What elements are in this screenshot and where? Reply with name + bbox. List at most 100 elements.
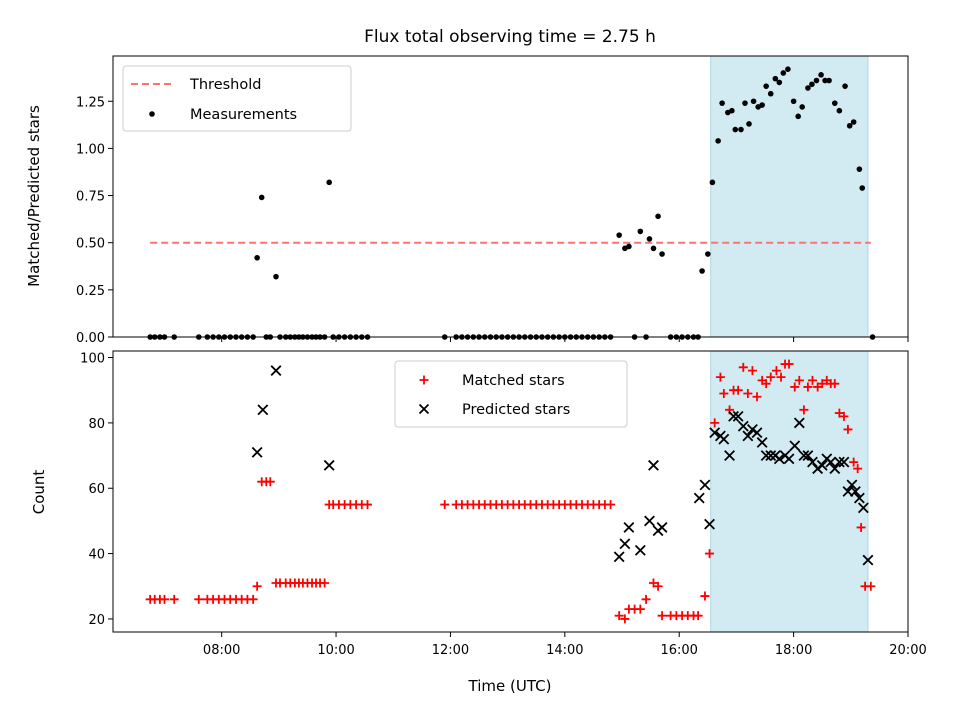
measurement-point [799,104,805,110]
matched-stars-point [830,379,840,389]
matched-stars-point [614,611,624,621]
measurement-point [709,179,716,186]
predicted-stars-point [812,463,824,475]
measurement-point [790,98,797,105]
predicted-stars-point [732,410,744,422]
measurement-point [719,100,725,106]
predicted-stars-point [613,551,625,563]
measurement-point [846,122,853,129]
legend-predicted-label: Predicted stars [462,402,570,418]
predicted-stars-point [257,404,269,416]
matched-stars-point [743,388,753,398]
top-y-axis-label: Matched/Predicted stars [25,105,43,287]
predicted-stars-point [789,440,801,452]
predicted-stars-point [623,522,635,533]
predicted-stars-point [251,446,263,458]
predicted-stars-point [704,518,715,530]
chart-title: Flux total observing time = 2.75 h [364,27,656,47]
predicted-stars-point [853,492,865,504]
y-tick-label: 0.25 [76,284,105,299]
predicted-stars-point [644,515,655,527]
predicted-stars-point [737,420,749,432]
predicted-stars-point [849,486,861,497]
measurement-point [258,194,265,201]
matched-stars-point [641,594,651,604]
legend-measurements-label: Measurements [190,107,297,123]
measurement-point [746,121,752,127]
matched-stars-point [761,379,771,389]
matched-stars-point [606,500,616,510]
matched-stars-point [440,500,450,510]
legend-matched-swatch [419,375,429,385]
legend-threshold-label: Threshold [189,77,261,93]
predicted-stars-point [709,427,721,439]
matched-stars-point [799,405,809,415]
matched-stars-point [813,382,823,392]
legend-predicted-swatch [418,403,430,415]
measurement-point [776,79,783,86]
predicted-stars-point [323,459,335,471]
predicted-stars-point [756,437,768,448]
legend-measurements-swatch [149,111,155,117]
y-tick-label: 0.50 [76,237,105,252]
measurement-point [850,119,857,125]
x-tick-label: 10:00 [317,643,354,658]
matched-stars-point [252,581,262,591]
predicted-stars-point [829,463,841,475]
matched-stars-point [159,594,169,604]
matched-stars-point [715,372,725,382]
shaded-observing-window [710,56,868,337]
matched-stars-point [784,359,794,369]
matched-stars-point [843,424,853,434]
predicted-stars-point [793,417,805,429]
x-tick-label: 08:00 [203,643,240,658]
measurement-point [842,83,848,89]
measurement-point [729,107,735,114]
measurement-point [738,126,744,133]
measurement-point [831,100,838,106]
predicted-stars-point [838,456,850,468]
measurement-point [859,185,866,191]
predicted-stars-point [846,479,858,491]
measurement-point [750,98,757,105]
predicted-stars-point [270,365,282,377]
matched-stars-point [834,408,844,418]
predicted-stars-point [751,427,763,439]
measurement-point [836,107,843,114]
axes-frame [112,55,909,338]
matched-stars-point [635,604,645,614]
measurement-point [637,228,644,235]
predicted-stars-point [773,453,785,465]
predicted-stars-point [825,456,837,468]
y-tick-label: 60 [88,482,105,497]
measurement-point [767,90,774,97]
matched-stars-point [790,382,800,392]
matched-stars-point [194,594,204,604]
y-tick-label: 1.25 [76,95,105,110]
predicted-stars-point [783,453,795,465]
matched-stars-point [719,388,729,398]
x-tick-label: 16:00 [660,643,697,658]
matched-stars-point [849,457,859,467]
predicted-stars-point [718,433,730,445]
matched-stars-point [752,392,762,402]
matched-stars-point [866,581,876,591]
predicted-stars-point [802,450,814,461]
matched-stars-point [794,375,804,385]
predicted-stars-point [862,554,874,566]
measurement-point [699,268,705,274]
matched-stars-point [620,614,630,624]
matched-stars-point [705,549,715,559]
y-tick-label: 80 [88,417,105,432]
predicted-stars-point [816,459,828,471]
matched-stars-point [363,500,373,510]
shaded-observing-window [710,351,868,632]
measurement-point [818,72,824,78]
matched-stars-point [733,385,743,395]
predicted-stars-point [742,430,754,442]
measurement-point [759,102,765,108]
measurement-point [616,232,622,238]
predicted-stars-point [857,502,869,514]
predicted-stars-point [798,450,810,461]
